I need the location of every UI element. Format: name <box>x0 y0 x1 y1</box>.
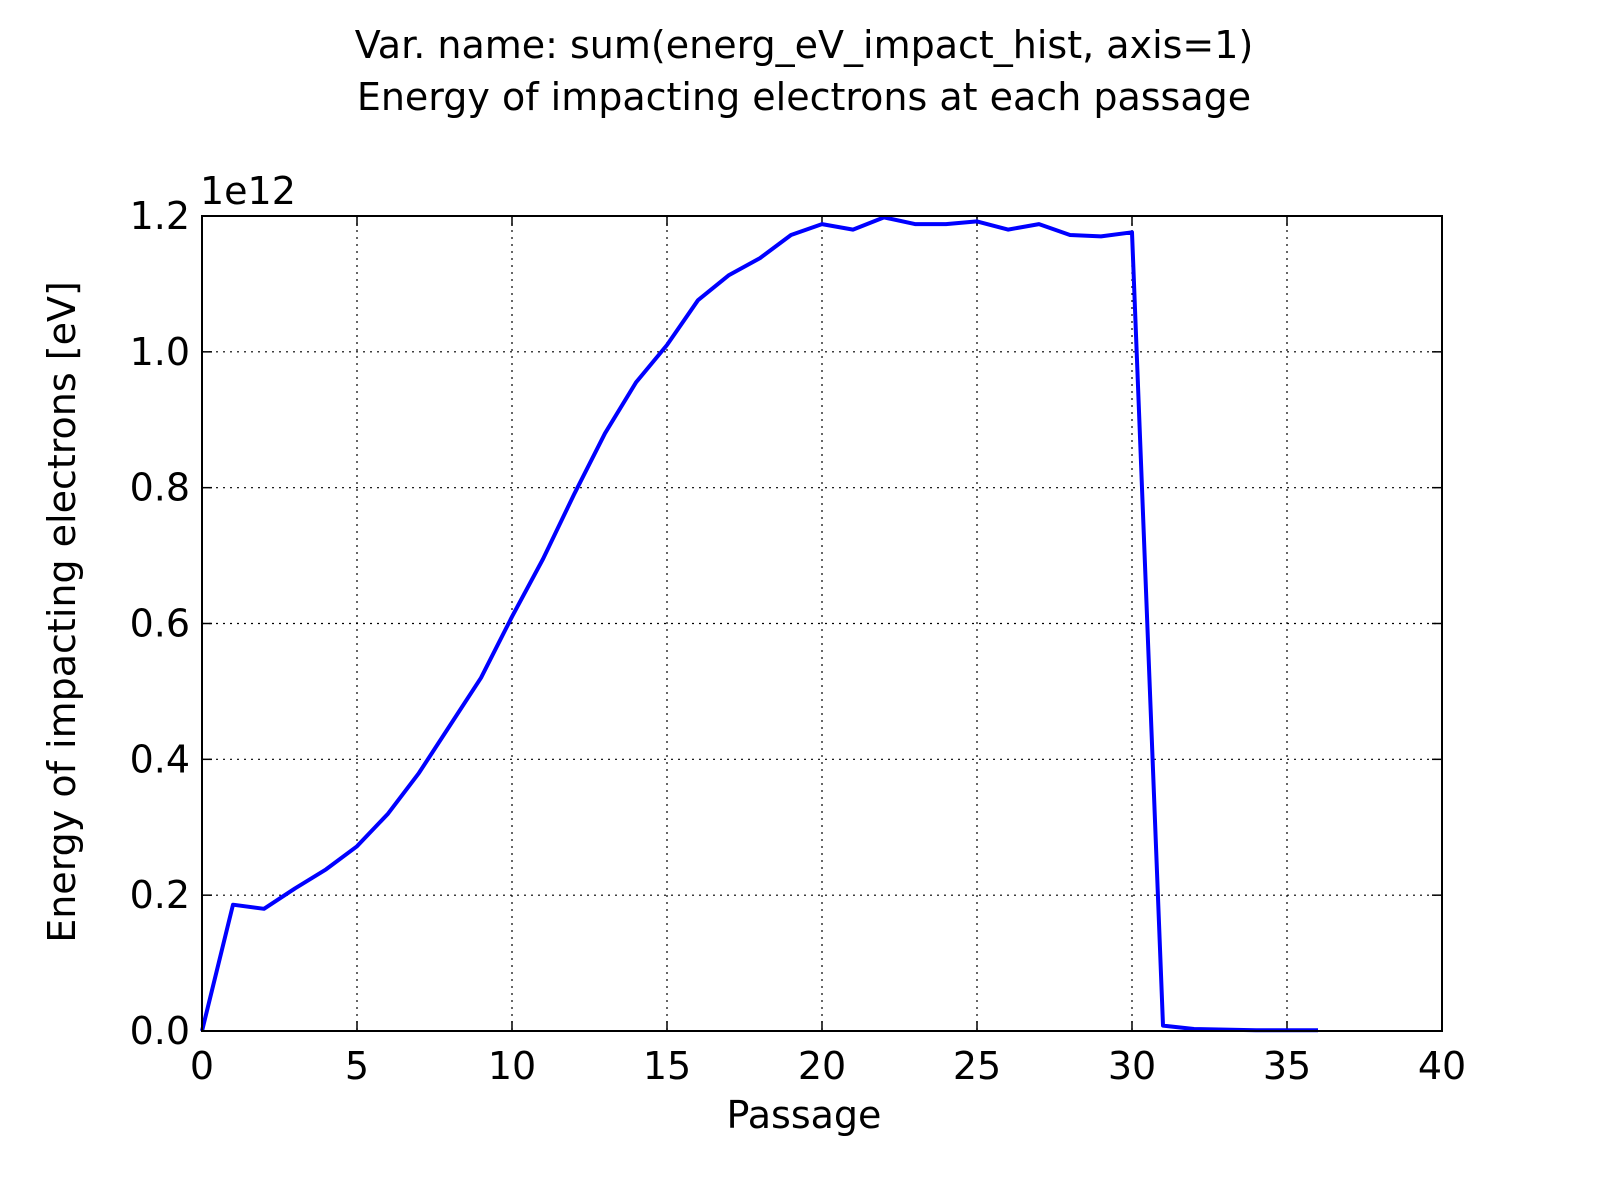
grid <box>201 215 1443 1032</box>
y-tick-label: 0.6 <box>130 602 190 646</box>
x-tick-label: 40 <box>1418 1044 1466 1088</box>
series-line <box>200 215 1318 1033</box>
x-tick-label: 10 <box>488 1044 536 1088</box>
y-axis-label: Energy of impacting electrons [eV] <box>40 281 84 943</box>
x-tick-label: 20 <box>798 1044 846 1088</box>
chart-title-line1: Var. name: sum(energ_eV_impact_hist, axi… <box>355 23 1254 67</box>
series-layer <box>200 215 1318 1033</box>
y-tick-label: 0.8 <box>130 466 190 510</box>
x-tick-label: 25 <box>953 1044 1001 1088</box>
x-tick-label: 30 <box>1108 1044 1156 1088</box>
y-tick-label: 0.4 <box>130 737 190 781</box>
plot-frame <box>201 215 1443 1032</box>
chart-title-line2: Energy of impacting electrons at each pa… <box>357 75 1251 119</box>
y-tick-label: 1.2 <box>130 194 190 238</box>
y-offset-label: 1e12 <box>200 169 296 213</box>
x-tick-label: 15 <box>643 1044 691 1088</box>
x-axis-label: Passage <box>727 1093 882 1137</box>
y-tick-label: 1.0 <box>130 330 190 374</box>
y-tick-label: 0.2 <box>130 873 190 917</box>
x-tick-label: 35 <box>1263 1044 1311 1088</box>
y-tick-label: 0.0 <box>130 1009 190 1053</box>
x-tick-label: 0 <box>190 1044 214 1088</box>
tick-labels: 0 5 10 15 20 25 30 35 40 0.0 0.2 0.4 0.6 0.8 1.0 1.2 <box>130 194 1467 1088</box>
x-tick-label: 5 <box>345 1044 369 1088</box>
